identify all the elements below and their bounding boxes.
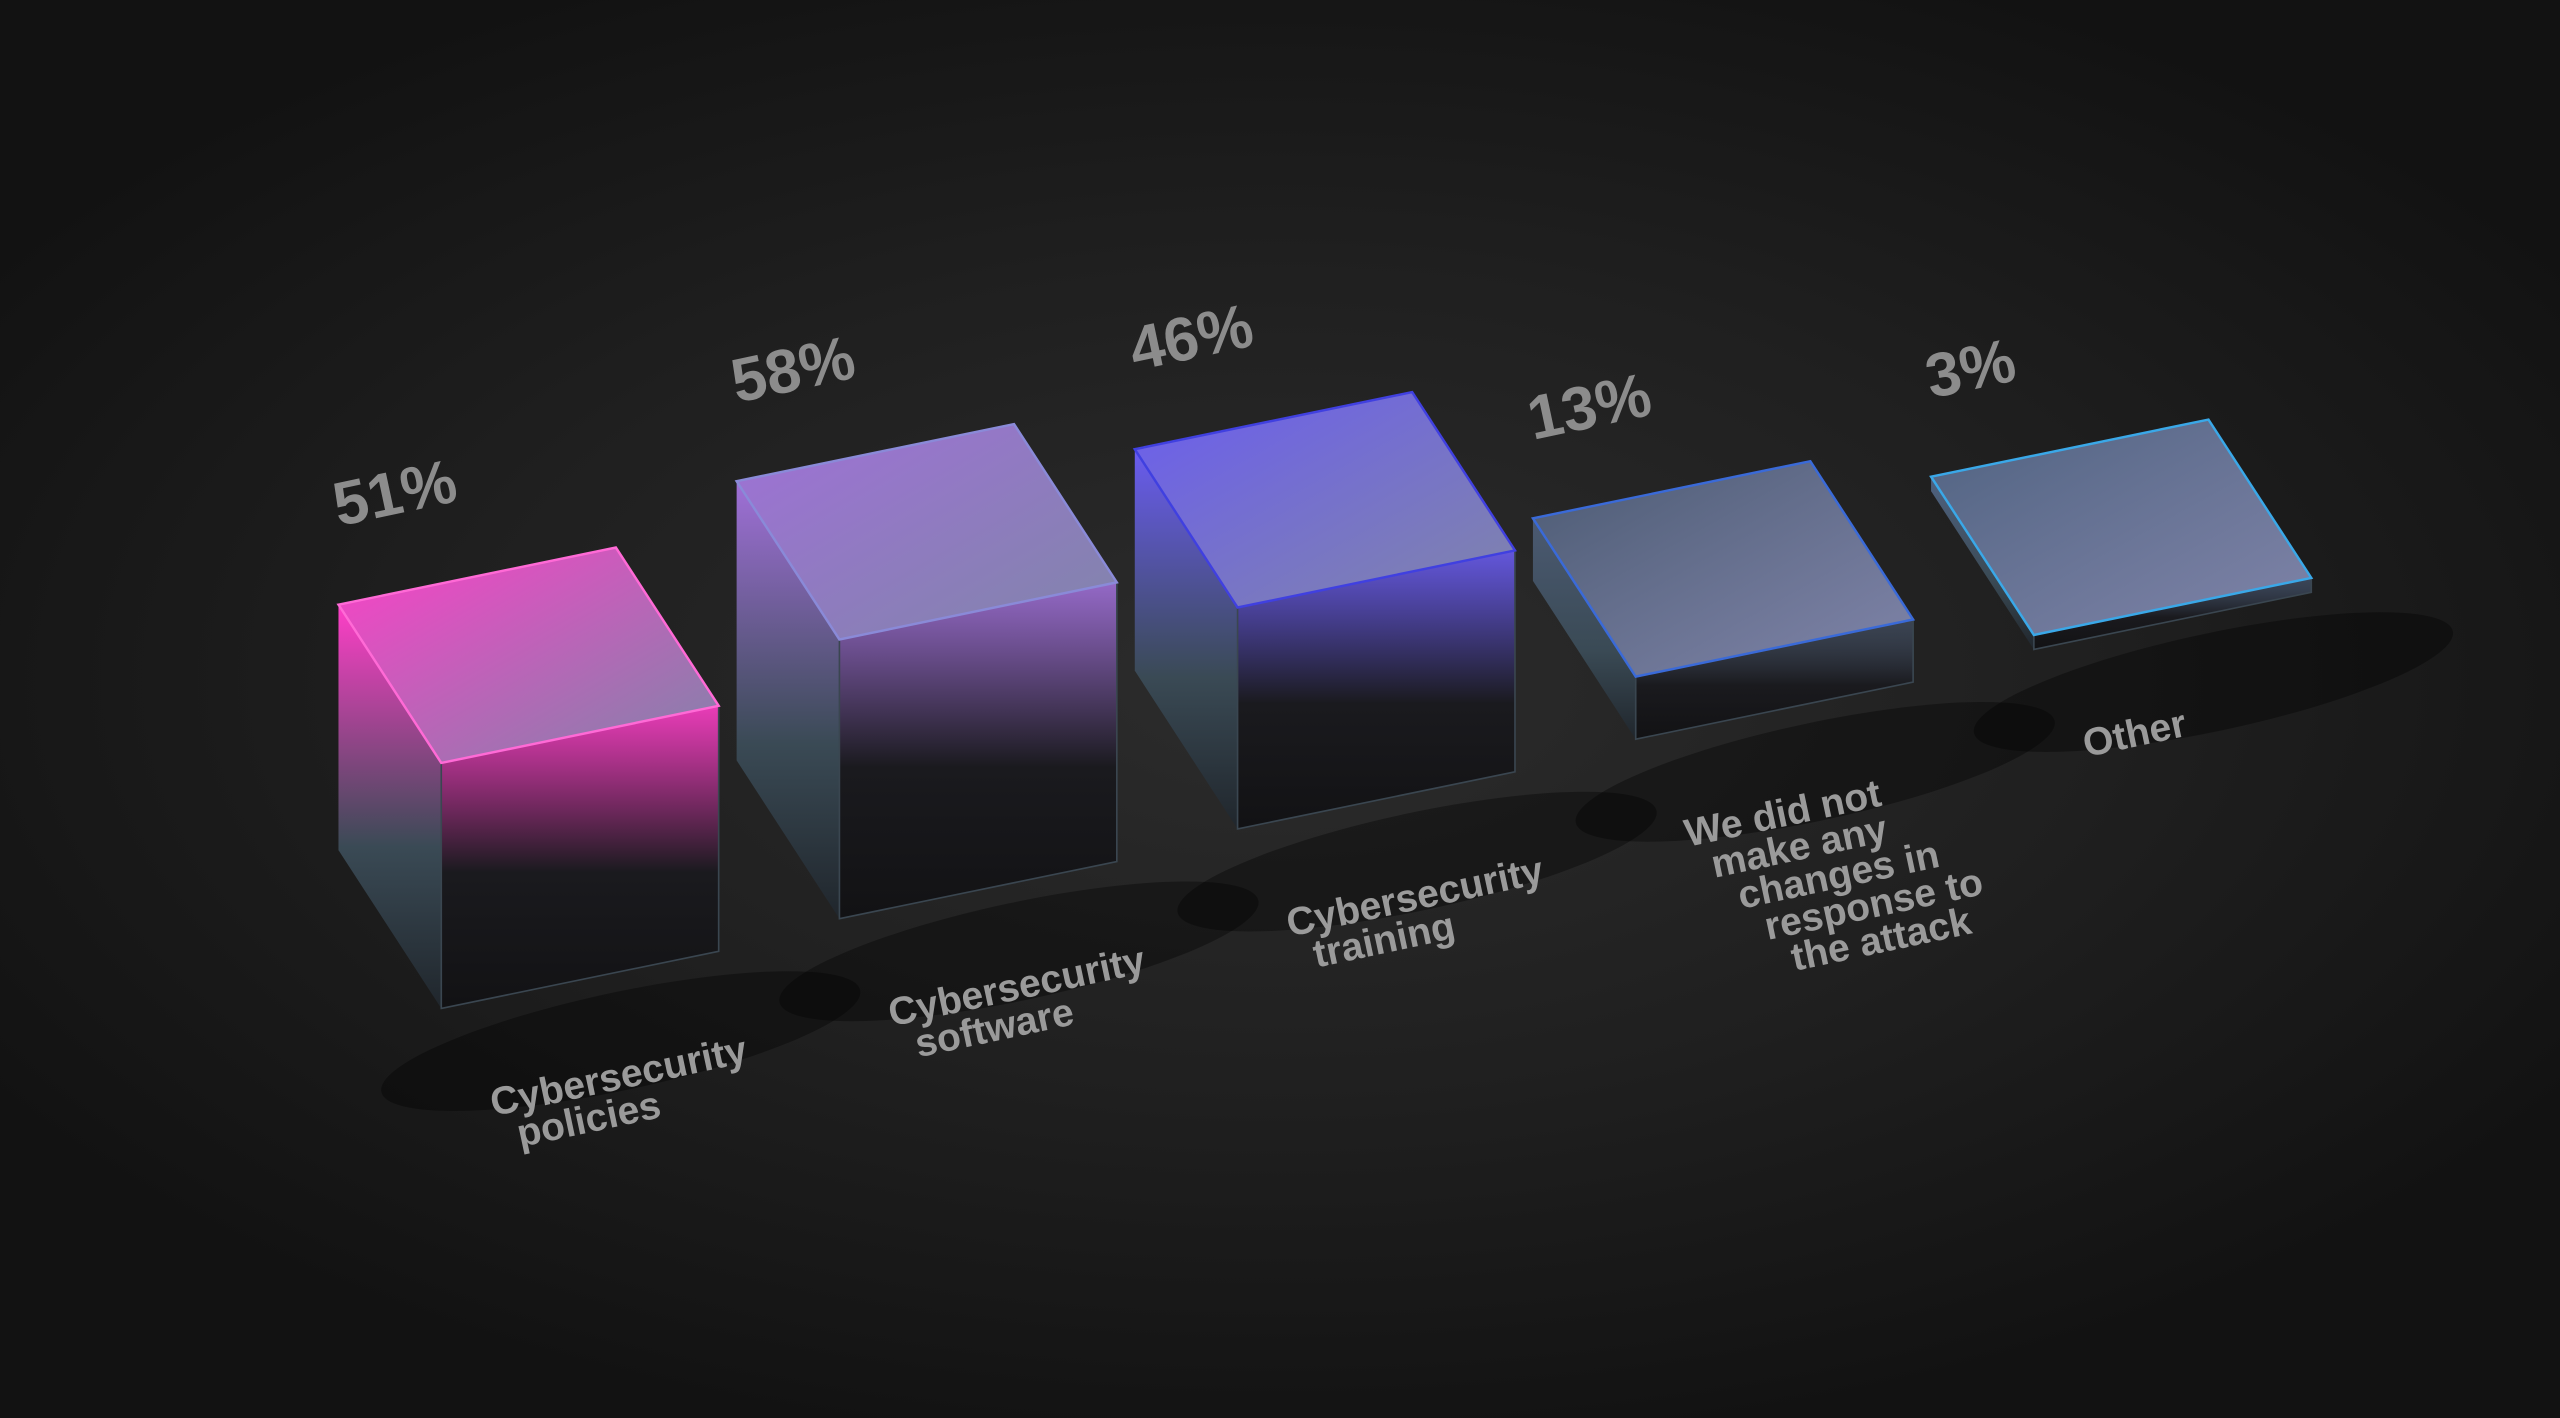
bar-4 <box>1929 418 2314 651</box>
bar-top-face <box>734 422 1119 641</box>
bar-front-face <box>838 581 1118 920</box>
bar-left-face <box>1532 518 1636 740</box>
bar-shadow <box>381 971 861 1111</box>
bar-left-face <box>1134 449 1238 829</box>
bar-shadow <box>1575 701 2055 842</box>
bar-top-face <box>1530 459 1916 678</box>
bar-1 <box>734 422 1119 920</box>
bar-top-face <box>1132 390 1517 609</box>
bar-left-face <box>736 481 840 919</box>
value-label: 46% <box>1123 291 1259 384</box>
bar-top-face <box>336 546 721 765</box>
bar-left-face <box>1931 476 2034 650</box>
bar-2 <box>1132 390 1517 830</box>
value-label: 51% <box>327 447 463 540</box>
bar-shadow <box>1177 791 1657 932</box>
value-label: 3% <box>1920 326 2022 412</box>
bar-top-face <box>1929 418 2314 637</box>
bar-0 <box>336 546 721 1010</box>
value-label: 13% <box>1521 360 1657 453</box>
bar-shadow <box>1973 612 2453 752</box>
category-label: We did notmake anychanges inresponse tot… <box>1681 755 1994 996</box>
bar-shadow <box>779 881 1259 1022</box>
value-label: 58% <box>725 323 861 416</box>
bar-left-face <box>338 604 442 1009</box>
bar-3 <box>1530 459 1916 741</box>
